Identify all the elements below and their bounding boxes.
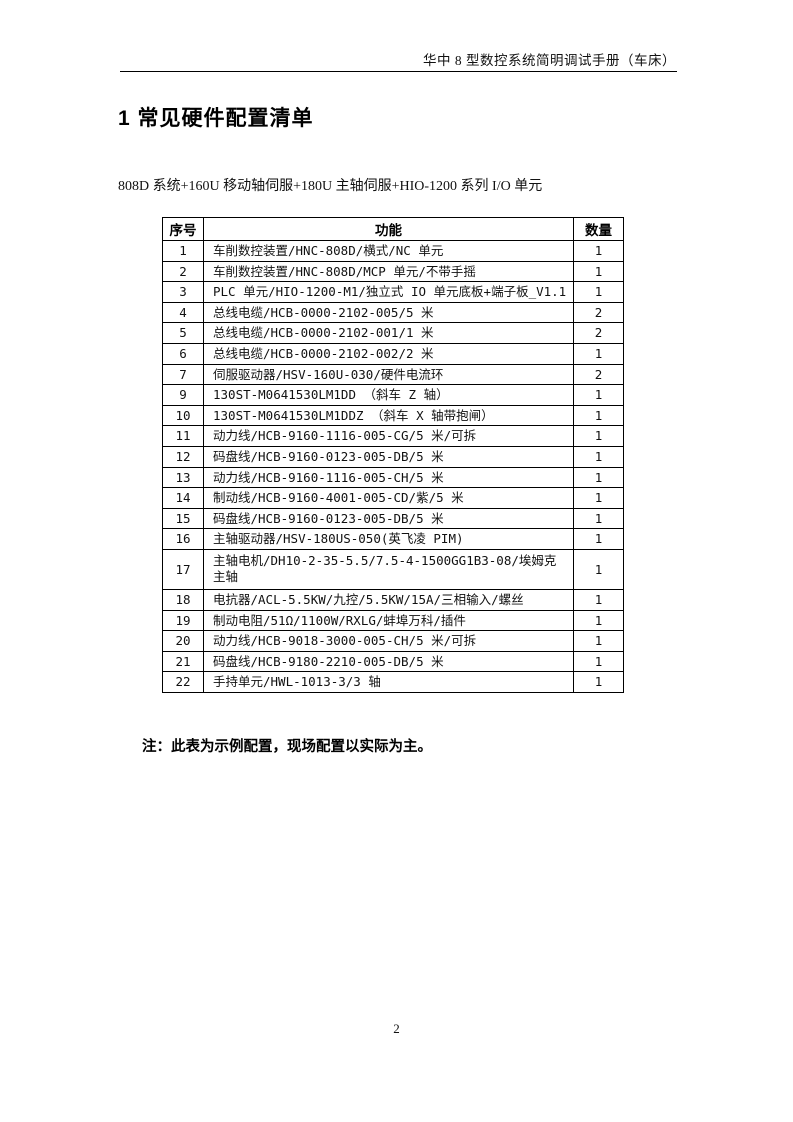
- cell-qty: 1: [573, 548, 624, 590]
- cell-func: 总线电缆/HCB-0000-2102-005/5 米: [203, 301, 574, 324]
- cell-qty: 1: [573, 260, 624, 283]
- cell-no: 21: [162, 650, 204, 673]
- config-table-body: 1 车削数控装置/HNC-808D/横式/NC 单元 1 2 车削数控装置/HNC-80…: [162, 240, 624, 693]
- cell-func: 车削数控装置/HNC-808D/MCP 单元/不带手摇: [203, 260, 574, 283]
- cell-qty: 1: [573, 588, 624, 611]
- cell-no: 2: [162, 260, 204, 283]
- cell-qty: 2: [573, 301, 624, 324]
- cell-func: 电抗器/ACL-5.5KW/九控/5.5KW/15A/三相输入/螺丝: [203, 588, 574, 611]
- cell-no: 16: [162, 528, 204, 550]
- cell-no: 5: [162, 322, 204, 344]
- table-row: 9 130ST-M0641530LM1DD （斜车 Z 轴） 1: [162, 384, 624, 406]
- cell-func: 手持单元/HWL-1013-3/3 轴: [203, 671, 574, 693]
- cell-func: 总线电缆/HCB-0000-2102-001/1 米: [203, 322, 574, 344]
- cell-no: 18: [162, 588, 204, 611]
- table-row: 1 车削数控装置/HNC-808D/横式/NC 单元 1: [162, 240, 624, 262]
- cell-qty: 1: [573, 650, 624, 673]
- cell-func: 130ST-M0641530LM1DDZ （斜车 X 轴带抱闸）: [203, 404, 574, 427]
- cell-func: 动力线/HCB-9018-3000-005-CH/5 米/可拆: [203, 630, 574, 652]
- cell-qty: 1: [573, 425, 624, 447]
- cell-qty: 2: [573, 363, 624, 386]
- cell-qty: 1: [573, 609, 624, 632]
- cell-no: 3: [162, 281, 204, 303]
- table-header-row: 序号 功能 数量: [162, 217, 624, 241]
- cell-no: 13: [162, 466, 204, 489]
- cell-func: 主轴驱动器/HSV-180US-050(英飞凌 PIM): [203, 528, 574, 550]
- cell-no: 12: [162, 445, 204, 468]
- cell-qty: 1: [573, 384, 624, 406]
- table-row: 19 制动电阻/51Ω/1100W/RXLG/蚌埠万科/插件 1: [162, 609, 624, 632]
- cell-func: 伺服驱动器/HSV-160U-030/硬件电流环: [203, 363, 574, 386]
- table-row: 2 车削数控装置/HNC-808D/MCP 单元/不带手摇 1: [162, 260, 624, 283]
- cell-func: 码盘线/HCB-9160-0123-005-DB/5 米: [203, 507, 574, 530]
- cell-func: 制动电阻/51Ω/1100W/RXLG/蚌埠万科/插件: [203, 609, 574, 632]
- cell-func: 制动线/HCB-9160-4001-005-CD/紫/5 米: [203, 487, 574, 509]
- cell-no: 17: [162, 548, 204, 590]
- cell-no: 22: [162, 671, 204, 693]
- cell-no: 15: [162, 507, 204, 530]
- cell-func: 动力线/HCB-9160-1116-005-CG/5 米/可拆: [203, 425, 574, 447]
- cell-qty: 1: [573, 630, 624, 652]
- cell-qty: 1: [573, 404, 624, 427]
- cell-func: 主轴电机/DH10-2-35-5.5/7.5-4-1500GG1B3-08/埃姆…: [203, 548, 574, 590]
- cell-qty: 1: [573, 342, 624, 365]
- table-row: 17 主轴电机/DH10-2-35-5.5/7.5-4-1500GG1B3-08/…: [162, 548, 624, 590]
- configuration-summary-line: 808D 系统+160U 移动轴伺服+180U 主轴伺服+HIO-1200 系列…: [118, 179, 543, 194]
- cell-no: 9: [162, 384, 204, 406]
- cell-qty: 1: [573, 466, 624, 489]
- cell-no: 19: [162, 609, 204, 632]
- cell-qty: 1: [573, 281, 624, 303]
- header-rule: [120, 71, 677, 72]
- cell-func: 码盘线/HCB-9180-2210-005-DB/5 米: [203, 650, 574, 673]
- cell-func: 码盘线/HCB-9160-0123-005-DB/5 米: [203, 445, 574, 468]
- cell-qty: 1: [573, 445, 624, 468]
- cell-no: 1: [162, 240, 204, 262]
- cell-no: 20: [162, 630, 204, 652]
- cell-qty: 1: [573, 487, 624, 509]
- cell-func: 动力线/HCB-9160-1116-005-CH/5 米: [203, 466, 574, 489]
- column-header-quantity: 数量: [573, 217, 624, 241]
- table-row: 7 伺服驱动器/HSV-160U-030/硬件电流环 2: [162, 363, 624, 386]
- cell-func: 130ST-M0641530LM1DD （斜车 Z 轴）: [203, 384, 574, 406]
- cell-qty: 1: [573, 528, 624, 550]
- table-note: 注：此表为示例配置，现场配置以实际为主。: [142, 739, 432, 755]
- cell-qty: 2: [573, 322, 624, 344]
- cell-no: 6: [162, 342, 204, 365]
- table-row: 10 130ST-M0641530LM1DDZ （斜车 X 轴带抱闸） 1: [162, 404, 624, 427]
- cell-qty: 1: [573, 507, 624, 530]
- table-row: 16 主轴驱动器/HSV-180US-050(英飞凌 PIM) 1: [162, 528, 624, 550]
- cell-qty: 1: [573, 240, 624, 262]
- section-title: 1 常见硬件配置清单: [118, 107, 314, 130]
- table-row: 18 电抗器/ACL-5.5KW/九控/5.5KW/15A/三相输入/螺丝 1: [162, 588, 624, 611]
- cell-no: 10: [162, 404, 204, 427]
- table-row: 20 动力线/HCB-9018-3000-005-CH/5 米/可拆 1: [162, 630, 624, 652]
- cell-no: 4: [162, 301, 204, 324]
- table-row: 3 PLC 单元/HIO-1200-M1/独立式 IO 单元底板+端子板_V1.1…: [162, 281, 624, 303]
- cell-no: 14: [162, 487, 204, 509]
- column-header-index: 序号: [162, 217, 204, 241]
- cell-func: PLC 单元/HIO-1200-M1/独立式 IO 单元底板+端子板_V1.1: [203, 281, 574, 303]
- cell-qty: 1: [573, 671, 624, 693]
- hardware-config-table: 序号 功能 数量 1 车削数控装置/HNC-808D/横式/NC 单元 1 2 车削数控…: [162, 217, 624, 693]
- cell-func: 车削数控装置/HNC-808D/横式/NC 单元: [203, 240, 574, 262]
- cell-no: 7: [162, 363, 204, 386]
- cell-func: 总线电缆/HCB-0000-2102-002/2 米: [203, 342, 574, 365]
- cell-no: 11: [162, 425, 204, 447]
- page-number: 2: [393, 1021, 400, 1036]
- running-header: 华中 8 型数控系统简明调试手册（车床）: [423, 53, 676, 68]
- column-header-function: 功能: [203, 217, 574, 241]
- table-row: 11 动力线/HCB-9160-1116-005-CG/5 米/可拆 1: [162, 425, 624, 447]
